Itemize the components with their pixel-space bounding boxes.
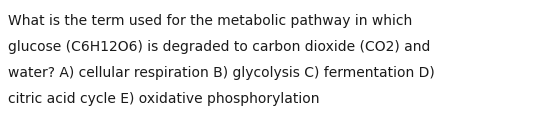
Text: What is the term used for the metabolic pathway in which: What is the term used for the metabolic … <box>8 14 412 28</box>
Text: glucose (C6H12O6) is degraded to carbon dioxide (CO2) and: glucose (C6H12O6) is degraded to carbon … <box>8 40 430 54</box>
Text: water? A) cellular respiration B) glycolysis C) fermentation D): water? A) cellular respiration B) glycol… <box>8 66 435 80</box>
Text: citric acid cycle E) oxidative phosphorylation: citric acid cycle E) oxidative phosphory… <box>8 92 320 106</box>
